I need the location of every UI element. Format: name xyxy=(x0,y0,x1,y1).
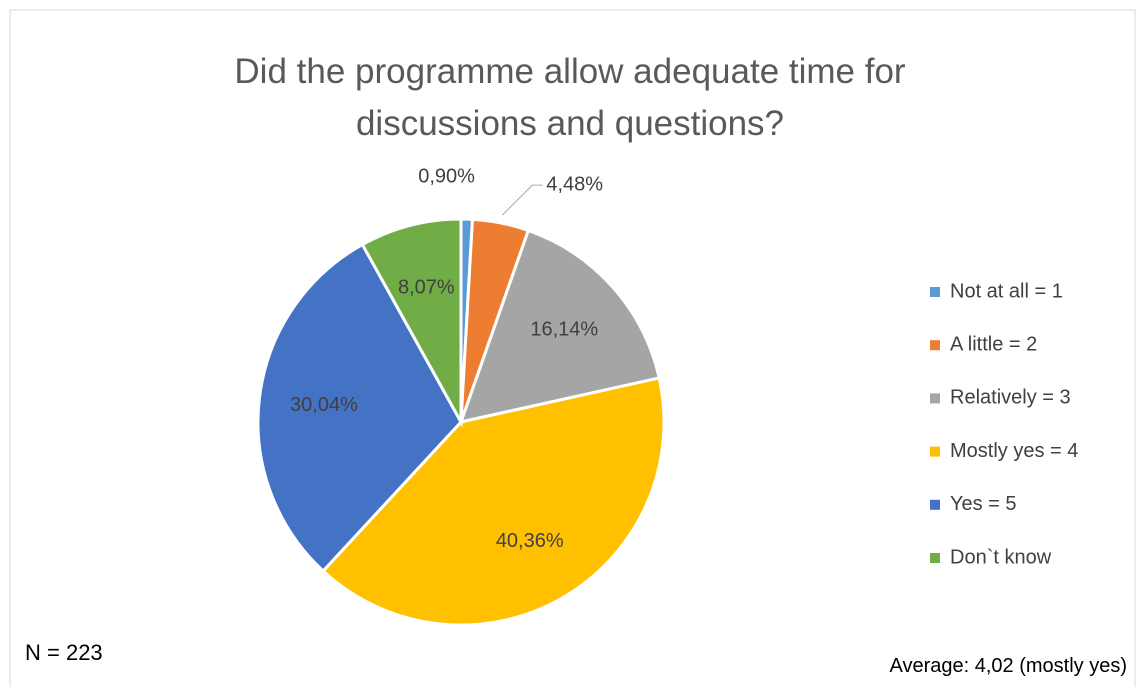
legend-label: A little = 2 xyxy=(950,333,1037,355)
average-note: Average: 4,02 (mostly yes) xyxy=(889,655,1127,677)
data-label: 4,48% xyxy=(546,173,603,195)
legend-marker xyxy=(930,499,940,510)
legend-marker xyxy=(930,446,940,457)
legend-marker xyxy=(930,393,940,404)
leader-line xyxy=(502,184,543,216)
chart-title: Did the programme allow adequate time fo… xyxy=(234,52,906,143)
legend-marker xyxy=(930,553,940,563)
pie-slice xyxy=(458,228,661,425)
legend-label: Mostly yes = 4 xyxy=(950,440,1078,462)
data-label: 8,07% xyxy=(398,277,455,299)
pie-slice xyxy=(360,217,463,428)
legend-marker xyxy=(930,340,940,351)
chart-border xyxy=(9,9,1136,687)
pie-slice xyxy=(320,376,666,627)
data-label: 16,14% xyxy=(530,319,598,341)
data-label: 30,04% xyxy=(290,394,358,416)
data-label: 0,90% xyxy=(418,165,475,187)
data-label: 40,36% xyxy=(496,530,564,552)
legend-label: Relatively = 3 xyxy=(950,387,1071,409)
legend-label: Yes = 5 xyxy=(950,493,1017,515)
legend-marker xyxy=(930,287,940,297)
legend-label: Not at all = 1 xyxy=(950,280,1063,302)
sample-size: N = 223 xyxy=(25,640,103,665)
legend-label: Don`t know xyxy=(950,546,1052,568)
pie-slice xyxy=(256,242,463,574)
